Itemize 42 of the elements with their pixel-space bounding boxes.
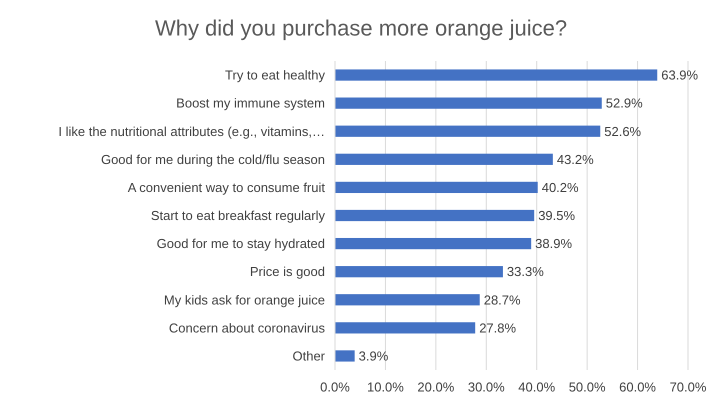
data-label: 52.9% [606,96,644,111]
bar [335,154,553,165]
bar [335,98,602,109]
data-label: 38.9% [535,236,572,252]
data-label: 27.8% [479,320,516,336]
y-tick-label: Boost my immune system [176,96,325,111]
data-label: 40.2% [542,180,580,195]
x-tick-label: 10.0% [366,380,404,395]
y-tick-label: My kids ask for orange juice [164,292,325,308]
bar [335,294,480,306]
y-tick-label: Other [292,348,326,364]
y-tick-label: A convenient way to consume fruit [128,180,326,195]
data-label: 52.6% [604,124,642,139]
bar [335,126,600,137]
y-tick-label: Good for me to stay hydrated [156,236,325,252]
bar [335,350,355,362]
x-tick-label: 30.0% [468,380,506,395]
bar [335,69,658,81]
bar [335,182,538,194]
x-tick-label: 40.0% [518,380,556,395]
chart-title: Why did you purchase more orange juice? [154,16,568,41]
x-tick-label: 50.0% [568,380,606,395]
x-tick-label: 0.0% [320,380,350,395]
x-tick-label: 20.0% [417,380,455,395]
y-tick-label: Concern about coronavirus [168,320,326,336]
data-label: 39.5% [538,208,576,224]
data-label: 28.7% [484,292,522,308]
bar [335,322,476,334]
y-tick-label: I like the nutritional attributes (e.g., vitamins,… [58,124,325,139]
bar [335,210,534,222]
bar [335,238,532,250]
data-label: 3.9% [358,348,389,364]
y-tick-label: Price is good [250,264,325,280]
x-tick-label: 70.0% [670,380,707,395]
y-tick-label: Try to eat healthy [225,68,326,83]
bar [335,266,503,278]
data-label: 43.2% [556,152,594,167]
x-tick-label: 60.0% [619,380,656,395]
y-tick-label: Start to eat breakfast regularly [150,208,326,224]
data-label: 63.9% [661,68,699,83]
y-tick-label: Good for me during the cold/flu season [100,152,325,167]
data-label: 33.3% [506,264,544,280]
